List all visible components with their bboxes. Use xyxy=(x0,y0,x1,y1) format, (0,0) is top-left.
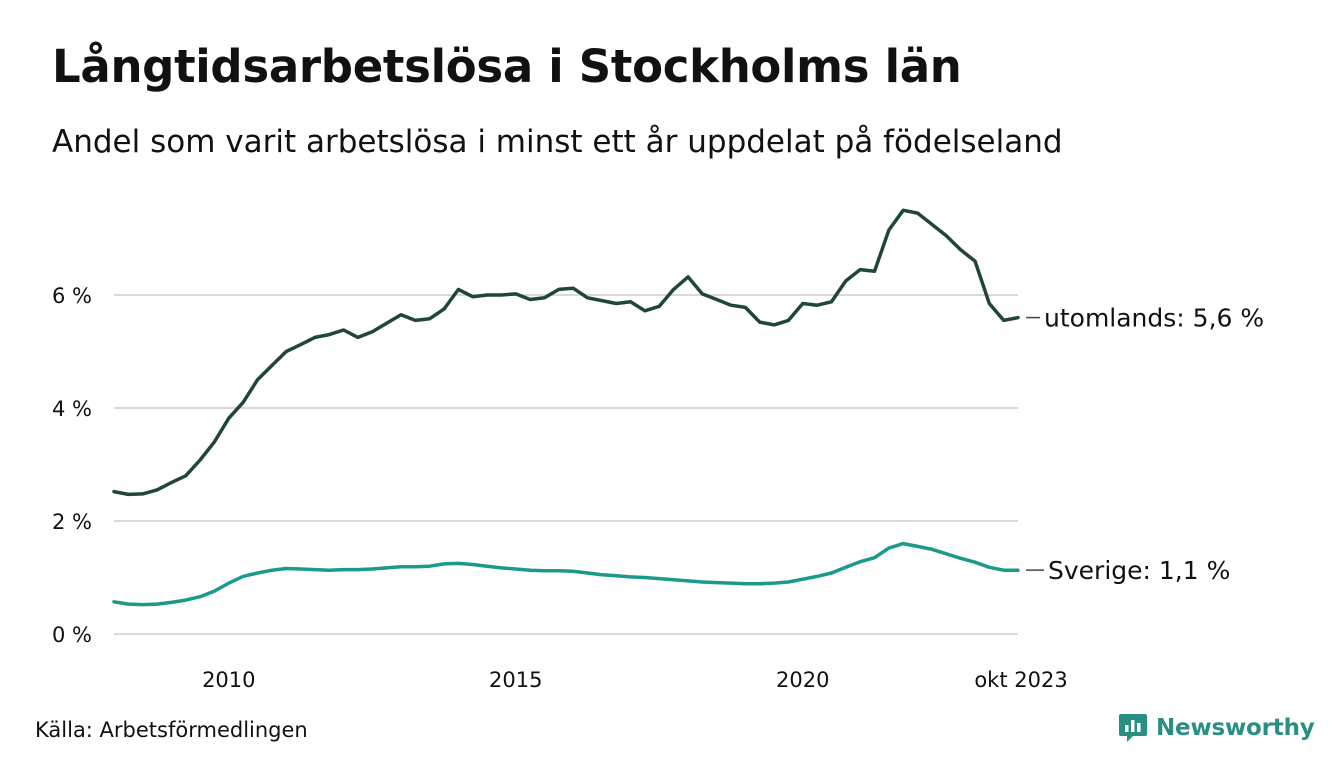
newsworthy-logo-icon xyxy=(1119,714,1147,742)
end-label-sverige: Sverige: 1,1 % xyxy=(1048,556,1230,585)
y-tick-label: 4 % xyxy=(52,397,92,421)
source-note: Källa: Arbetsförmedlingen xyxy=(35,718,308,742)
x-tick-label: 2020 xyxy=(776,668,829,692)
x-tick-label: 2010 xyxy=(202,668,255,692)
gridlines xyxy=(114,294,1018,635)
end-label-utomlands: utomlands: 5,6 % xyxy=(1044,304,1264,333)
y-axis-ticks: 0 % 2 % 4 % 6 % xyxy=(52,284,92,647)
chart-title: Långtidsarbetslösa i Stockholms län xyxy=(52,40,962,93)
x-tick-label: 2015 xyxy=(489,668,542,692)
series-line-sverige xyxy=(112,541,1020,607)
end-labels: utomlands: 5,6 % Sverige: 1,1 % xyxy=(1026,304,1264,585)
y-tick-label: 6 % xyxy=(52,284,92,308)
series-lines xyxy=(112,208,1020,607)
series-line-utomlands xyxy=(112,208,1020,497)
x-axis-ticks: 2010 2015 2020 okt 2023 xyxy=(202,668,1068,692)
chart-subtitle: Andel som varit arbetslösa i minst ett å… xyxy=(52,124,1063,160)
y-tick-label: 2 % xyxy=(52,510,92,534)
brand-logo[interactable]: Newsworthy xyxy=(1118,712,1315,744)
y-tick-label: 0 % xyxy=(52,623,92,647)
brand-name: Newsworthy xyxy=(1156,715,1315,741)
x-tick-label: okt 2023 xyxy=(974,668,1067,692)
